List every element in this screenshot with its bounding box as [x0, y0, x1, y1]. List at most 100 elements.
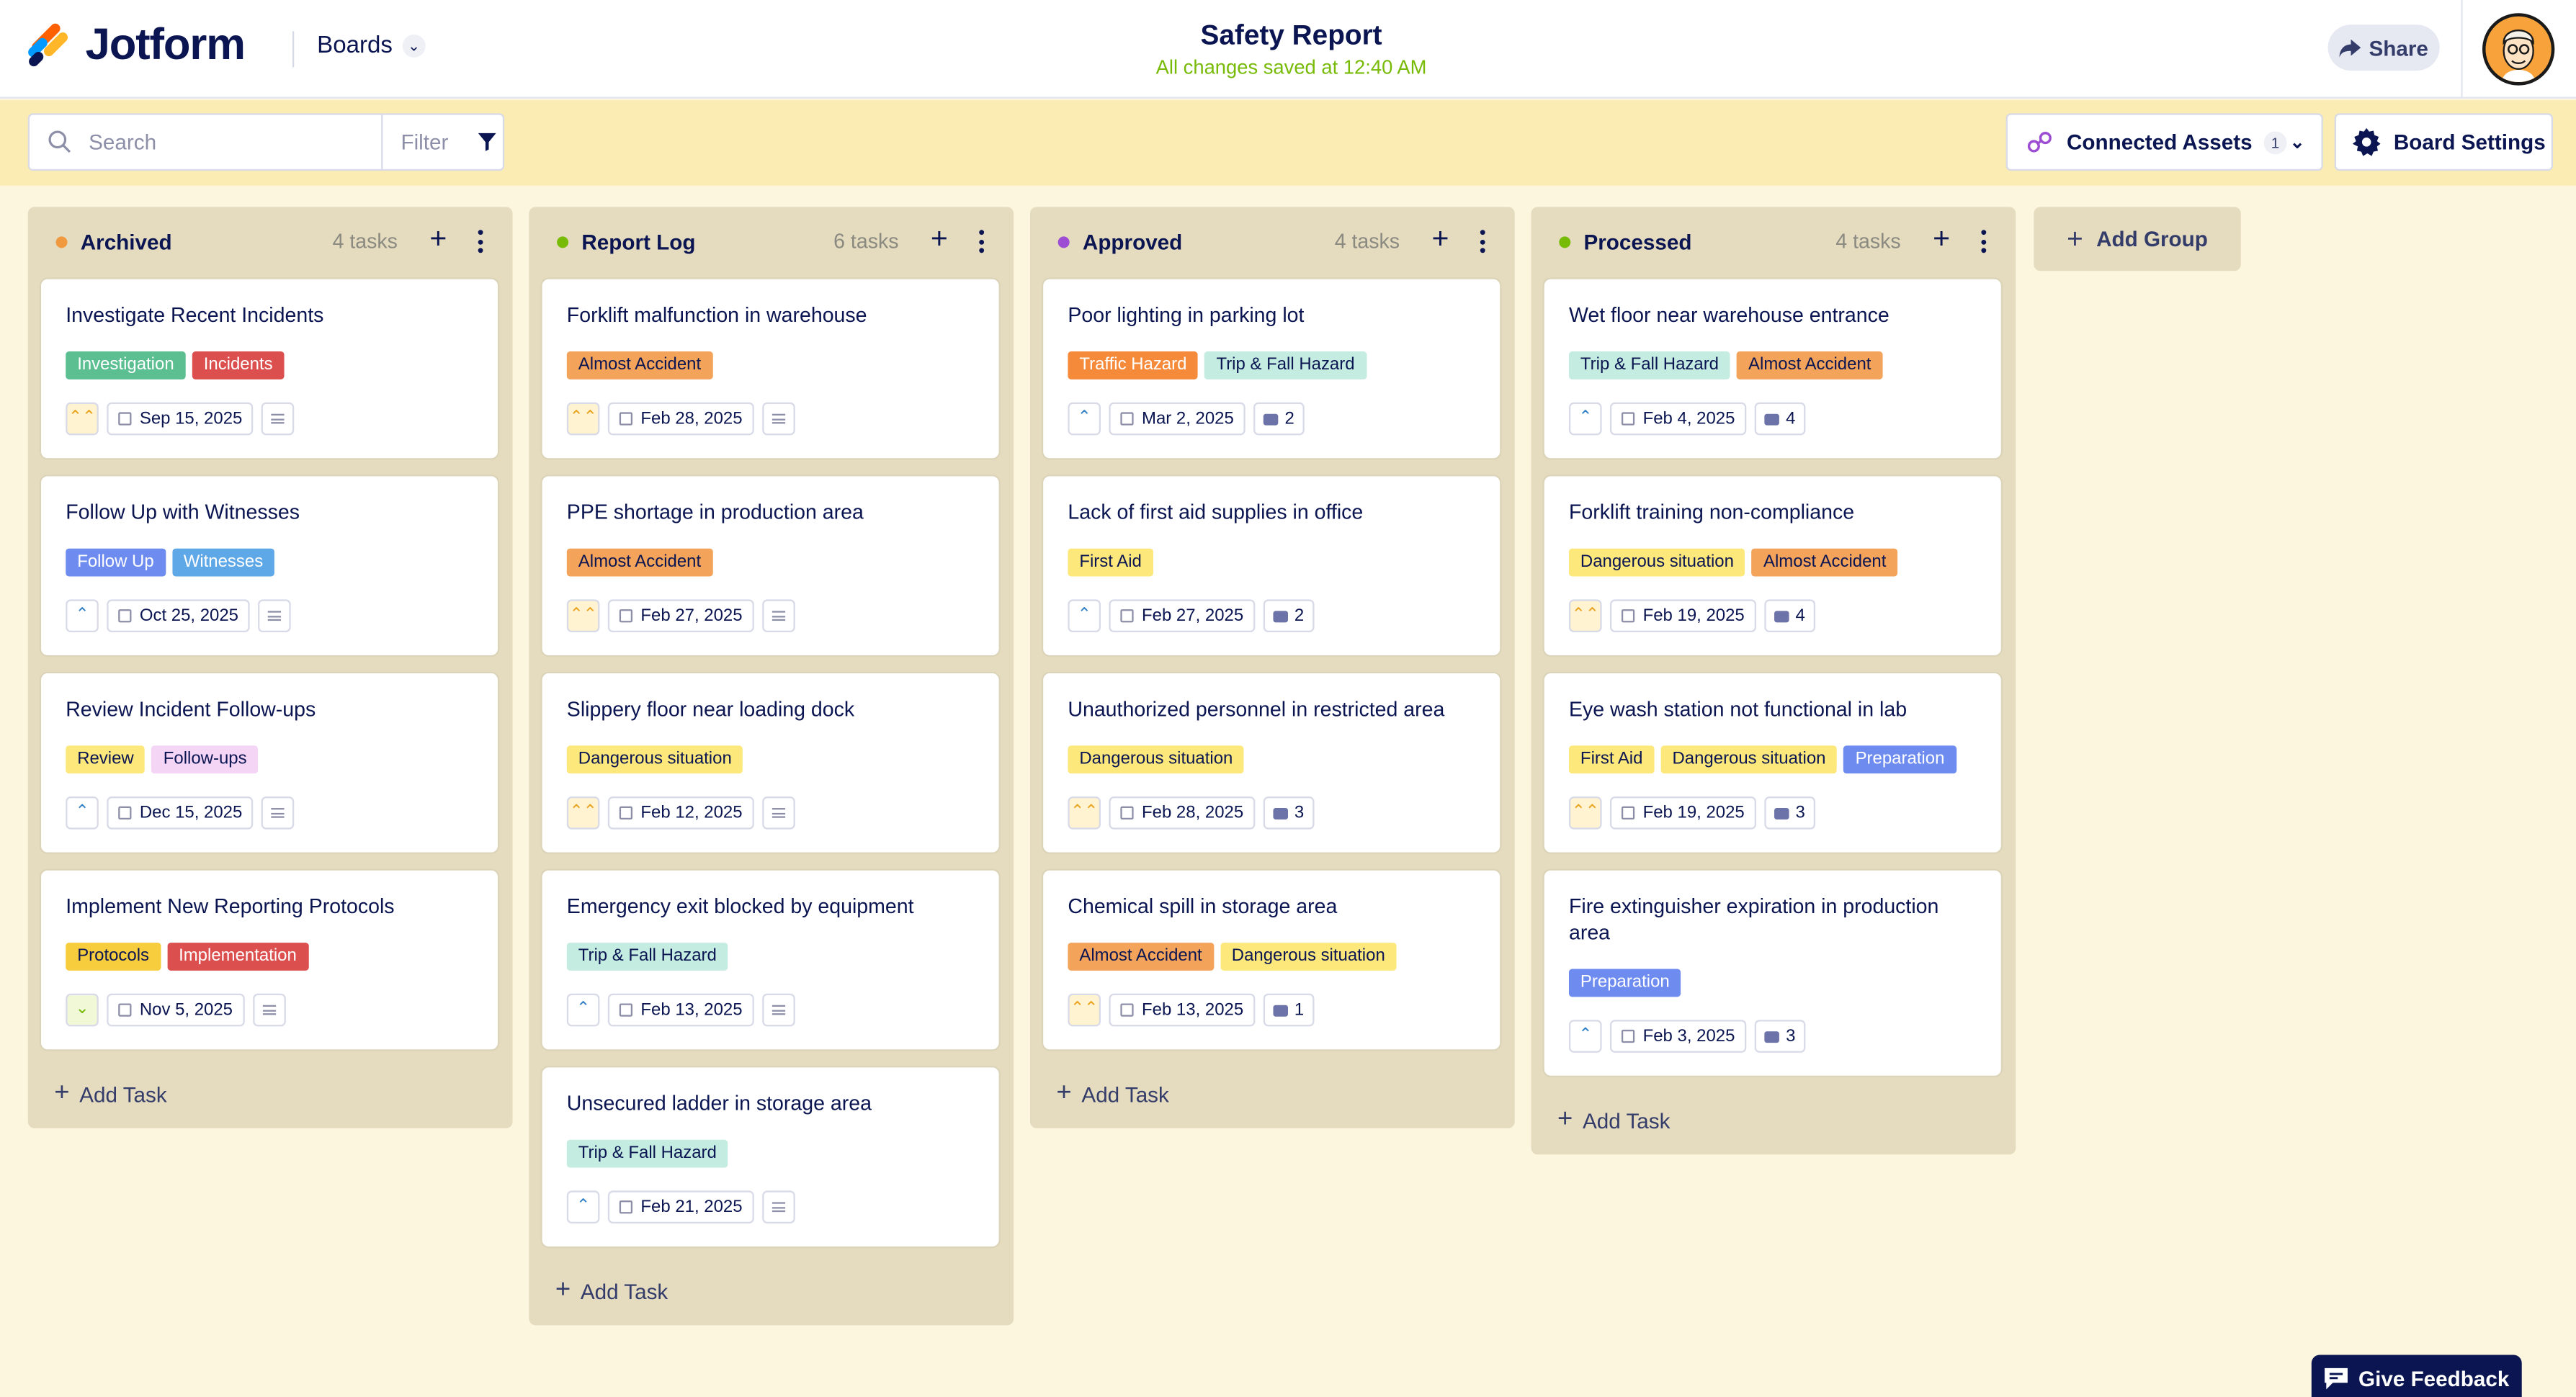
add-task-button[interactable]: + Add Task: [1557, 1106, 1670, 1133]
task-card[interactable]: Follow Up with Witnesses Follow Up Witness…: [39, 475, 500, 657]
due-date[interactable]: Feb 4, 2025: [1609, 402, 1747, 436]
priority-high-icon[interactable]: ⌃⌃: [66, 402, 99, 436]
filter-button[interactable]: Filter: [381, 114, 504, 169]
task-card[interactable]: Emergency exit blocked by equipment Trip …: [540, 868, 1001, 1051]
comments[interactable]: 2: [1253, 402, 1305, 436]
jotform-logo[interactable]: Jotform: [26, 19, 246, 71]
priority-medium-icon[interactable]: ⌃: [566, 1190, 600, 1224]
task-card[interactable]: Unsecured ladder in storage area Trip & F…: [540, 1066, 1001, 1249]
task-card[interactable]: Review Incident Follow-ups Review Follow-u…: [39, 671, 500, 854]
task-title[interactable]: Lack of first aid supplies in office: [1068, 500, 1364, 524]
task-card[interactable]: PPE shortage in production area Almost Ac…: [540, 475, 1001, 657]
task-title[interactable]: Chemical spill in storage area: [1068, 894, 1338, 918]
priority-medium-icon[interactable]: ⌃: [1568, 402, 1602, 436]
share-button[interactable]: Share: [2327, 24, 2440, 71]
due-date[interactable]: Feb 13, 2025: [1109, 993, 1256, 1027]
task-card[interactable]: Wet floor near warehouse entrance Trip & …: [1542, 277, 2003, 460]
task-card[interactable]: Forklift training non-compliance Dangerou…: [1542, 475, 2003, 657]
comment-icon: [1764, 413, 1779, 425]
task-card[interactable]: Slippery floor near loading dock Dangerou…: [540, 671, 1001, 854]
task-card[interactable]: Unauthorized personnel in restricted are…: [1041, 671, 1502, 854]
comments[interactable]: 3: [1764, 796, 1815, 830]
priority-high-icon[interactable]: ⌃⌃: [1568, 796, 1602, 830]
due-date[interactable]: Feb 13, 2025: [607, 993, 754, 1027]
due-date[interactable]: Oct 25, 2025: [107, 599, 250, 633]
priority-high-icon[interactable]: ⌃⌃: [1068, 796, 1101, 830]
search-input[interactable]: [89, 130, 352, 155]
task-title[interactable]: Poor lighting in parking lot: [1068, 303, 1305, 327]
task-title[interactable]: Implement New Reporting Protocols: [66, 894, 395, 918]
task-card[interactable]: Investigate Recent Incidents Investigatio…: [39, 277, 500, 460]
add-task-button[interactable]: + Add Task: [54, 1079, 166, 1107]
task-title[interactable]: Slippery floor near loading dock: [566, 698, 855, 722]
task-card[interactable]: Forklift malfunction in warehouse Almost …: [540, 277, 1001, 460]
connected-assets-dropdown[interactable]: Connected Assets 1 ⌄: [2005, 113, 2323, 171]
page-title[interactable]: Safety Report: [1200, 19, 1382, 51]
task-card[interactable]: Lack of first aid supplies in office Firs…: [1041, 475, 1502, 657]
due-date[interactable]: Sep 15, 2025: [107, 402, 254, 436]
priority-medium-icon[interactable]: ⌃: [1568, 1020, 1602, 1053]
task-title[interactable]: Forklift training non-compliance: [1568, 500, 1855, 524]
task-title[interactable]: Wet floor near warehouse entrance: [1568, 303, 1889, 327]
board-settings-button[interactable]: Board Settings: [2334, 113, 2554, 171]
priority-medium-icon[interactable]: ⌃: [1068, 599, 1101, 633]
due-date[interactable]: Dec 15, 2025: [107, 796, 254, 830]
add-task-button[interactable]: + Add Task: [1056, 1079, 1168, 1107]
priority-high-icon[interactable]: ⌃⌃: [566, 599, 600, 633]
due-date[interactable]: Nov 5, 2025: [107, 993, 244, 1027]
due-date[interactable]: Feb 12, 2025: [607, 796, 754, 830]
task-title[interactable]: Unauthorized personnel in restricted are…: [1068, 698, 1445, 722]
comments[interactable]: 1: [1263, 993, 1314, 1027]
due-date[interactable]: Feb 3, 2025: [1609, 1020, 1747, 1053]
priority-high-icon[interactable]: ⌃⌃: [566, 796, 600, 830]
comments[interactable]: 3: [1263, 796, 1314, 830]
task-title[interactable]: Eye wash station not functional in lab: [1568, 698, 1908, 722]
task-card[interactable]: Implement New Reporting Protocols Protoco…: [39, 868, 500, 1051]
due-date[interactable]: Mar 2, 2025: [1109, 402, 1245, 436]
add-task-button[interactable]: + Add Task: [555, 1277, 668, 1303]
task-title[interactable]: Review Incident Follow-ups: [66, 698, 316, 722]
due-date[interactable]: Feb 27, 2025: [607, 599, 754, 633]
task-title[interactable]: Follow Up with Witnesses: [66, 500, 300, 524]
task-card[interactable]: Poor lighting in parking lot Traffic Haza…: [1041, 277, 1502, 460]
more-options-icon[interactable]: [1480, 230, 1485, 253]
priority-medium-icon[interactable]: ⌃: [1068, 402, 1101, 436]
add-task-plus-icon[interactable]: +: [1431, 221, 1449, 255]
task-card[interactable]: Eye wash station not functional in lab Fi…: [1542, 671, 2003, 854]
more-options-icon[interactable]: [478, 230, 483, 253]
due-date[interactable]: Feb 27, 2025: [1109, 599, 1256, 633]
more-options-icon[interactable]: [1981, 230, 1987, 253]
task-title[interactable]: Investigate Recent Incidents: [66, 303, 324, 327]
task-title[interactable]: Unsecured ladder in storage area: [566, 1092, 872, 1115]
priority-medium-icon[interactable]: ⌃: [66, 796, 99, 830]
due-date[interactable]: Feb 28, 2025: [607, 402, 754, 436]
priority-high-icon[interactable]: ⌃⌃: [1068, 993, 1101, 1027]
task-title[interactable]: Forklift malfunction in warehouse: [566, 303, 867, 327]
task-title[interactable]: PPE shortage in production area: [566, 500, 864, 524]
comments[interactable]: 4: [1764, 599, 1815, 633]
give-feedback-button[interactable]: Give Feedback: [2311, 1355, 2522, 1397]
priority-high-icon[interactable]: ⌃⌃: [1568, 599, 1602, 633]
avatar[interactable]: [2482, 13, 2555, 86]
task-title[interactable]: Fire extinguisher expiration in producti…: [1568, 894, 1939, 945]
due-date[interactable]: Feb 21, 2025: [607, 1190, 754, 1224]
comments[interactable]: 4: [1754, 402, 1806, 436]
boards-dropdown[interactable]: Boards ⌄: [317, 33, 426, 59]
priority-medium-icon[interactable]: ⌃: [566, 993, 600, 1027]
task-title[interactable]: Emergency exit blocked by equipment: [566, 894, 914, 918]
add-task-plus-icon[interactable]: +: [429, 221, 447, 255]
task-card[interactable]: Chemical spill in storage area Almost Acc…: [1041, 868, 1502, 1051]
priority-low-icon[interactable]: ⌄: [66, 993, 99, 1027]
task-card[interactable]: Fire extinguisher expiration in producti…: [1542, 868, 2003, 1078]
add-task-plus-icon[interactable]: +: [930, 221, 948, 255]
priority-high-icon[interactable]: ⌃⌃: [566, 402, 600, 436]
more-options-icon[interactable]: [979, 230, 985, 253]
due-date[interactable]: Feb 28, 2025: [1109, 796, 1256, 830]
due-date[interactable]: Feb 19, 2025: [1609, 796, 1756, 830]
due-date[interactable]: Feb 19, 2025: [1609, 599, 1756, 633]
comments[interactable]: 3: [1754, 1020, 1806, 1053]
add-group-button[interactable]: + Add Group: [2034, 207, 2241, 271]
priority-medium-icon[interactable]: ⌃: [66, 599, 99, 633]
add-task-plus-icon[interactable]: +: [1933, 221, 1951, 255]
comments[interactable]: 2: [1263, 599, 1314, 633]
